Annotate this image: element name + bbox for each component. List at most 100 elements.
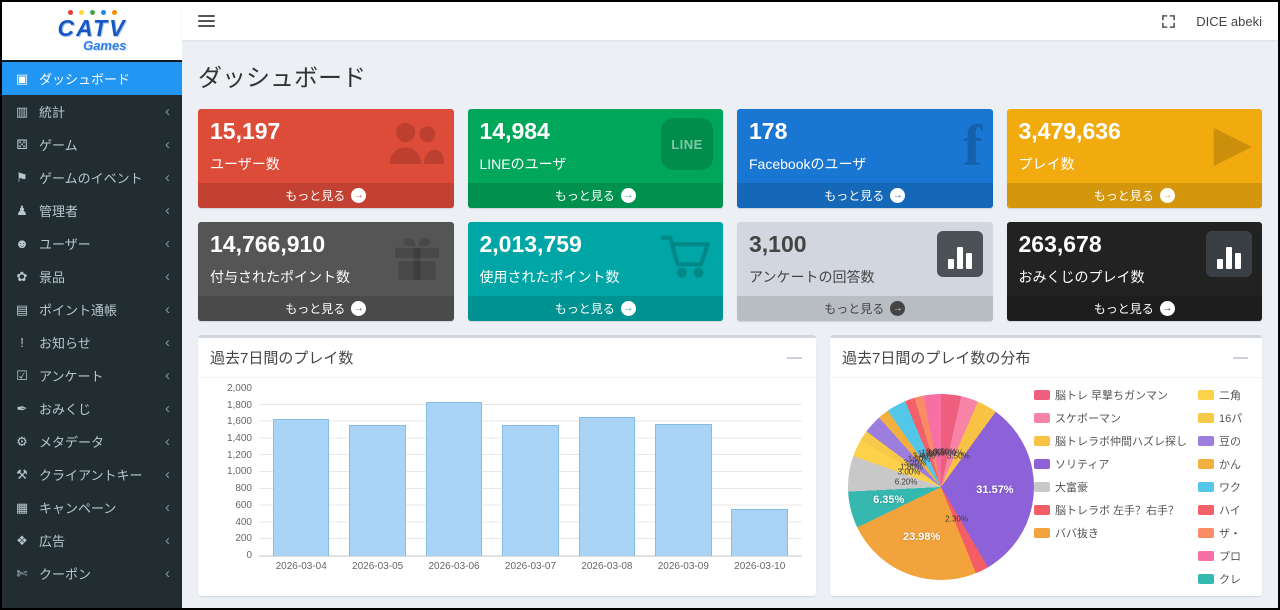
legend-item[interactable]: 大富豪	[1034, 479, 1186, 495]
sidebar-item-game[interactable]: ⚄ ゲーム ‹	[2, 128, 182, 161]
box-title: 過去7日間のプレイ数の分布	[842, 350, 1031, 367]
more-label: もっと見る	[824, 189, 885, 203]
legend-swatch	[1034, 390, 1050, 400]
bar-chart: 2,000 1,800 1,600 1,400 1,200 1,000 800 600 400 2…	[198, 378, 816, 582]
bar-2026-03-05	[349, 424, 406, 556]
y-tick-label: 1,000	[226, 466, 252, 478]
more-link[interactable]: もっと見る →	[1006, 183, 1262, 208]
sidebar-item-admin[interactable]: ♟ 管理者 ‹	[2, 194, 182, 227]
stat-label: 使用されたポイント数	[479, 269, 620, 285]
bar-2026-03-10	[731, 508, 789, 556]
more-link[interactable]: もっと見る →	[1006, 296, 1262, 321]
legend-item[interactable]: ハイ	[1198, 502, 1248, 518]
stat-label: アンケートの回答数	[749, 269, 875, 285]
stat-box-1: 14,984 LINEのユーザ LINE もっと見る →	[467, 109, 723, 208]
bars	[259, 388, 802, 556]
legend-item[interactable]: クレ	[1198, 571, 1248, 586]
sidebar-item-ads[interactable]: ❖ 広告 ‹	[2, 524, 182, 557]
pie-percentage-label: 1.60%	[921, 448, 944, 458]
pie-percentage-label: 6.35%	[873, 494, 905, 507]
fullscreen-icon[interactable]	[1161, 14, 1176, 29]
legend-label: 脳トレラボ 左手？右手？	[1055, 505, 1180, 517]
chevron-left-icon: ‹	[165, 202, 170, 219]
legend-column-2: 二角 16パ豆のかんワクハイザ・プロクレ	[1198, 388, 1248, 586]
stat-boxes-grid: 15,197 ユーザー数 もっと見る → 14,984 LINEのユーザ LINE もっと見る…	[198, 109, 1262, 321]
legend-item[interactable]: かん	[1198, 456, 1248, 472]
collapse-icon[interactable]: —	[1233, 349, 1248, 366]
sidebar-item-users[interactable]: ☻ ユーザー ‹	[2, 227, 182, 260]
legend-item[interactable]: プロ	[1198, 548, 1248, 564]
more-link[interactable]: もっと見る →	[467, 183, 723, 208]
legend-item[interactable]: ワク	[1198, 479, 1248, 495]
stat-label: Facebookのユーザ	[749, 156, 867, 172]
sidebar-item-label: ユーザー	[39, 237, 91, 252]
sidebar-item-metadata[interactable]: ⚙ メタデータ ‹	[2, 425, 182, 458]
legend-item[interactable]: スケボーマン	[1034, 410, 1186, 426]
sidebar-item-client-key[interactable]: ⚒ クライアントキー ‹	[2, 458, 182, 491]
legend-label: ババ抜き	[1055, 528, 1099, 540]
stat-box-4: 14,766,910 付与されたポイント数 もっと見る →	[198, 222, 454, 321]
legend-label: かん	[1219, 459, 1241, 471]
sidebar-item-game-event[interactable]: ⚑ ゲームのイベント ‹	[2, 161, 182, 194]
cart-icon	[660, 235, 710, 278]
arrow-circle-right-icon: →	[620, 301, 636, 316]
sidebar-item-dashboard[interactable]: ▣ ダッシュボード	[2, 62, 182, 95]
legend-item[interactable]: 豆の	[1198, 433, 1248, 449]
more-link[interactable]: もっと見る →	[467, 296, 723, 321]
more-label: もっと見る	[285, 302, 346, 316]
arrow-circle-right-icon: →	[890, 188, 906, 203]
bar-2026-03-08	[578, 416, 636, 556]
more-link[interactable]: もっと見る →	[198, 296, 454, 321]
x-tick-label: 2026-03-05	[352, 561, 404, 572]
sidebar-item-omikuji[interactable]: ✒ おみくじ ‹	[2, 392, 182, 425]
sidebar-item-survey[interactable]: ☑ アンケート ‹	[2, 359, 182, 392]
sidebar-item-notice[interactable]: ! お知らせ ‹	[2, 326, 182, 359]
legend-label: 豆の	[1219, 436, 1241, 448]
legend-item[interactable]: ザ・	[1198, 525, 1248, 541]
more-link[interactable]: もっと見る →	[737, 296, 993, 321]
legend-item[interactable]: 脳トレ 早撃ちガンマン	[1034, 388, 1186, 403]
legend-label: スケボーマン	[1055, 413, 1121, 425]
sidebar-item-point-ledger[interactable]: ▤ ポイント通帳 ‹	[2, 293, 182, 326]
admin-icon: ♟	[16, 202, 28, 218]
pie-percentage-label: 2.30%	[945, 514, 968, 524]
y-tick-label: 200	[235, 533, 252, 545]
logo-confetti	[58, 10, 127, 15]
x-tick-label: 2026-03-06	[428, 561, 480, 572]
collapse-icon[interactable]: —	[787, 349, 802, 366]
legend-item[interactable]: 脳トレラボ仲間ハズレ探し	[1034, 433, 1186, 449]
plot-area	[259, 388, 802, 557]
game-event-icon: ⚑	[16, 169, 28, 185]
more-link[interactable]: もっと見る →	[737, 183, 993, 208]
legend-item[interactable]: ソリティア	[1034, 456, 1186, 472]
pie-percentage-label: 3.00%	[897, 467, 921, 477]
sidebar-item-label: キャンペーン	[39, 501, 117, 516]
legend-label: プロ	[1219, 551, 1241, 563]
sidebar-item-campaign[interactable]: ▦ キャンペーン ‹	[2, 491, 182, 524]
sidebar-item-stats[interactable]: ▥ 統計 ‹	[2, 95, 182, 128]
sidebar-menu: ▣ ダッシュボード ▥ 統計 ‹ ⚄ ゲーム ‹ ⚑ ゲームのイベント ‹ ♟ 管理者 ‹ ☻ ユーザー ‹ ✿ 景…	[2, 62, 182, 608]
sidebar-item-label: アンケート	[39, 369, 104, 384]
dashboard-icon: ▣	[15, 70, 29, 86]
x-tick-label: 2026-03-04	[275, 561, 327, 572]
chevron-left-icon: ‹	[165, 367, 170, 384]
sidebar-item-label: ゲーム	[39, 138, 78, 153]
charts-row: 過去7日間のプレイ数 — 2,000 1,800 1,600 1,400 1,200 1,…	[198, 335, 1262, 596]
stat-box-0: 15,197 ユーザー数 もっと見る →	[198, 109, 454, 208]
legend-label: ソリティア	[1055, 459, 1110, 471]
legend-item[interactable]: ババ抜き	[1034, 525, 1186, 541]
legend-label: 16パ	[1219, 413, 1243, 425]
sidebar-toggle-icon[interactable]	[198, 15, 215, 27]
app-logo[interactable]: CATV Games	[2, 2, 182, 62]
sidebar-item-prize[interactable]: ✿ 景品 ‹	[2, 260, 182, 293]
legend-label: 脳トレラボ仲間ハズレ探し	[1055, 436, 1186, 448]
legend-item[interactable]: 脳トレラボ 左手？右手？	[1034, 502, 1186, 518]
bar-2026-03-09	[655, 424, 712, 556]
stat-label: おみくじのプレイ数	[1018, 269, 1145, 285]
legend-item[interactable]: 16パ	[1198, 410, 1248, 426]
notice-icon: !	[20, 335, 24, 350]
more-link[interactable]: もっと見る →	[198, 183, 454, 208]
sidebar-item-coupon[interactable]: ✄ クーポン ‹	[2, 557, 182, 590]
user-menu[interactable]: DICE abeki	[1196, 13, 1262, 29]
legend-item[interactable]: 二角	[1198, 388, 1248, 403]
